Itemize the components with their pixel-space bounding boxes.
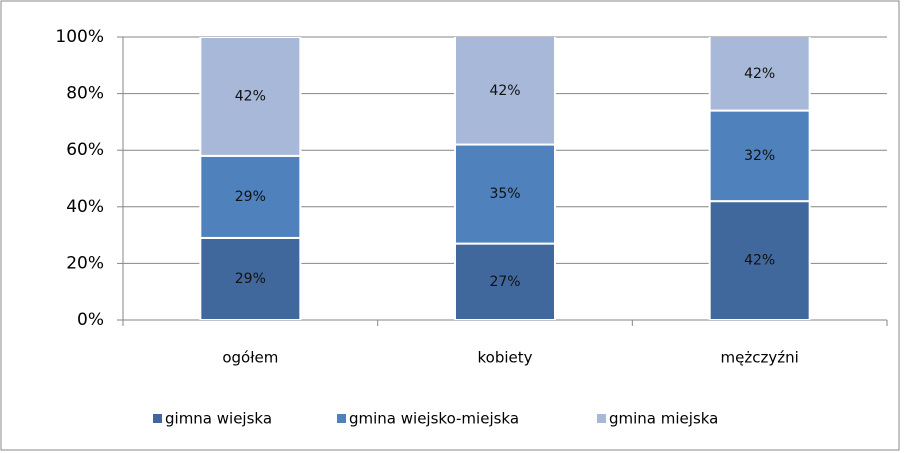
data-label: 29% xyxy=(235,271,266,287)
bar-segment xyxy=(708,109,811,203)
bar-segment xyxy=(199,37,302,157)
labels: 0% 20% 40% 60% 80% 100% ogółem 29% 29% 42% kobiety… xyxy=(55,27,798,428)
data-label: 35% xyxy=(489,186,520,202)
bars xyxy=(199,37,811,320)
legend-label: gmina wiejsko-miejska xyxy=(349,410,519,428)
bar-segment xyxy=(454,37,556,146)
x-tick-label: ogółem xyxy=(222,349,278,367)
legend-label: gimna wiejska xyxy=(165,410,272,428)
bar-segment xyxy=(454,143,556,245)
legend-swatch xyxy=(597,414,606,423)
x-tick-label: mężczyźni xyxy=(721,349,799,367)
legend-swatch xyxy=(153,414,162,423)
y-tick-label: 60% xyxy=(66,140,104,160)
y-tick-label: 100% xyxy=(55,27,104,47)
data-label: 29% xyxy=(235,189,266,205)
y-tick-label: 20% xyxy=(66,253,104,273)
y-tick-label: 40% xyxy=(66,197,104,217)
bar-segment xyxy=(708,200,811,320)
y-tick-label: 0% xyxy=(77,310,104,330)
data-label: 42% xyxy=(744,253,775,269)
data-label: 27% xyxy=(489,274,520,290)
x-tick-label: kobiety xyxy=(477,349,532,367)
data-label: 42% xyxy=(235,88,266,104)
legend-label: gmina miejska xyxy=(609,410,718,428)
data-label: 42% xyxy=(744,66,775,82)
data-label: 32% xyxy=(744,148,775,164)
bar-segment xyxy=(708,37,811,112)
legend-swatch xyxy=(337,414,346,423)
data-label: 42% xyxy=(489,83,520,99)
y-tick-label: 80% xyxy=(66,84,104,104)
